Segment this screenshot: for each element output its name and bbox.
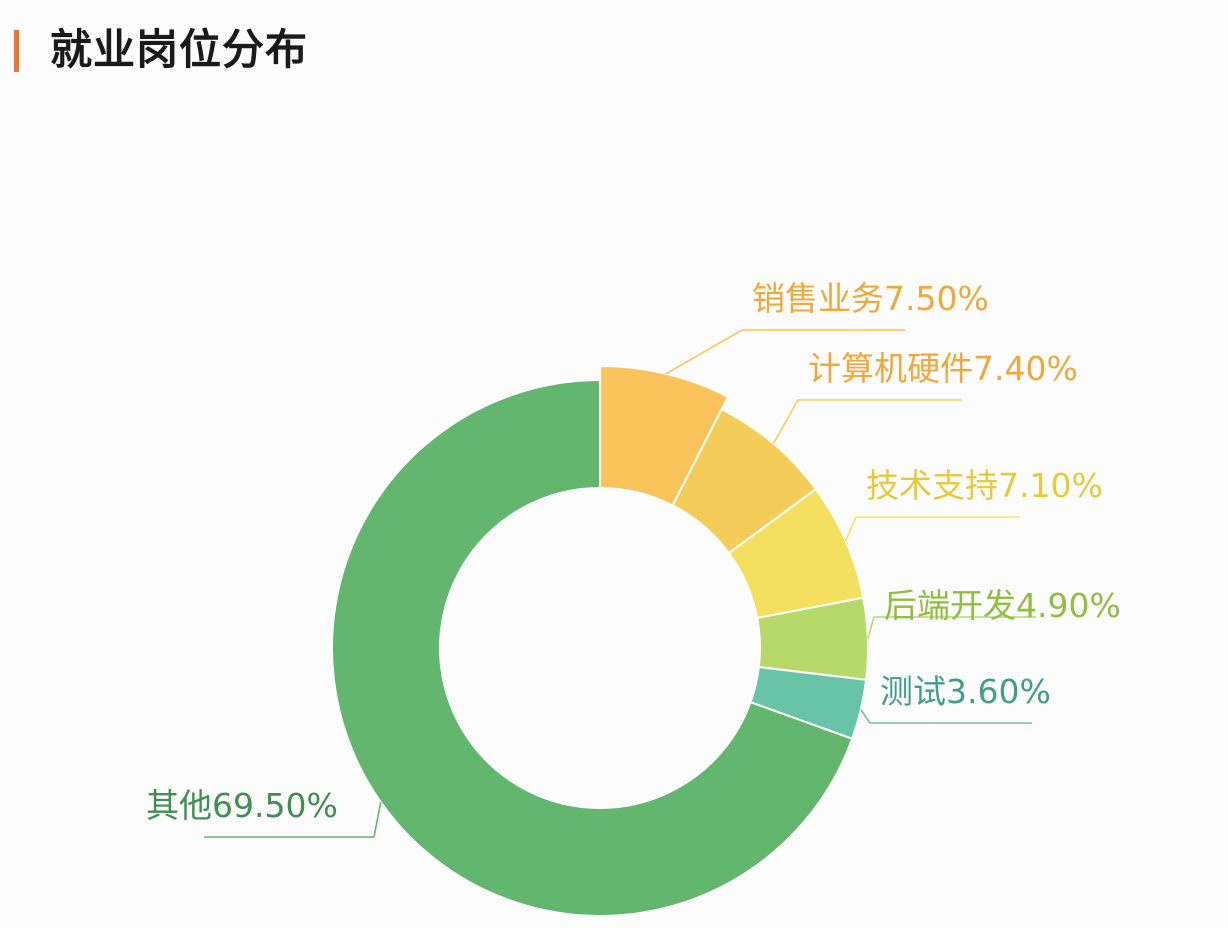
leader-line-销售业务	[665, 329, 905, 375]
title-accent-bar	[14, 30, 19, 72]
slice-label-后端开发: 后端开发4.90%	[884, 586, 1121, 625]
leader-line-计算机硬件	[772, 399, 962, 445]
slice-label-技术支持: 技术支持7.10%	[866, 466, 1103, 505]
slice-销售业务[interactable]	[599, 364, 730, 507]
slice-label-计算机硬件: 计算机硬件7.40%	[808, 349, 1078, 388]
slice-label-其他: 其他69.50%	[146, 786, 338, 825]
leader-line-测试	[860, 709, 1032, 724]
slice-label-测试: 测试3.60%	[880, 672, 1051, 711]
slice-label-销售业务: 销售业务7.50%	[752, 279, 989, 318]
leader-line-其他	[204, 801, 382, 838]
slice-其他[interactable]	[331, 378, 854, 917]
leader-line-技术支持	[844, 516, 1020, 542]
page-title: 就业岗位分布	[50, 25, 309, 74]
leader-line-后端开发	[867, 616, 1036, 639]
